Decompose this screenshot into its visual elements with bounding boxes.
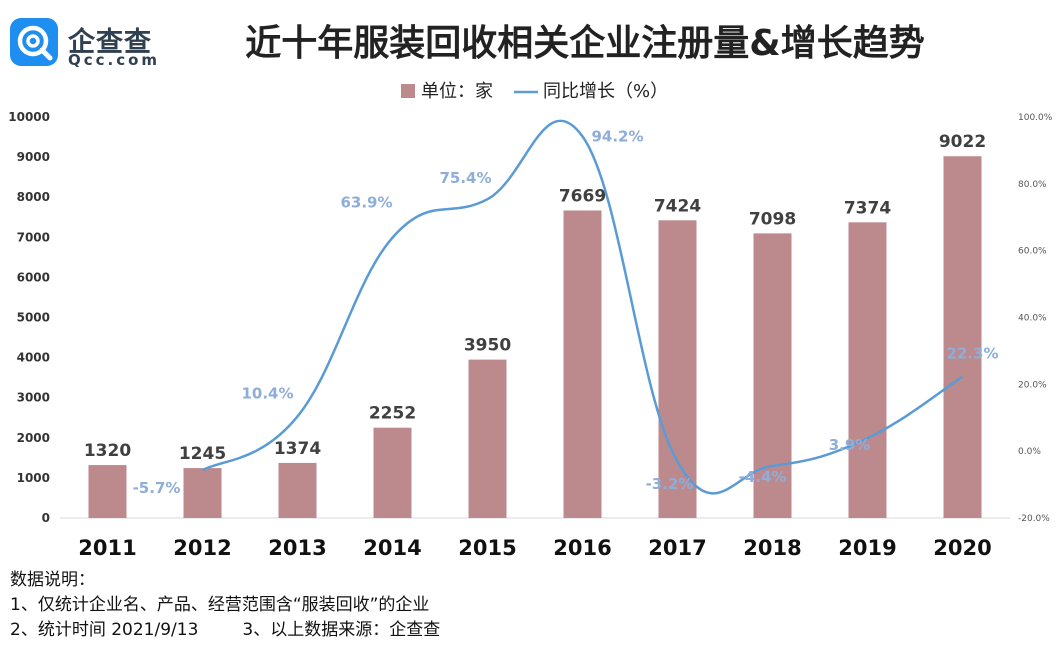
y-right-tick: 20.0% [1018,380,1047,390]
growth-value-label: 22.3% [946,345,998,363]
bar [468,359,507,518]
growth-line-series [201,119,964,495]
bar-series [88,156,982,519]
growth-value-label: 94.2% [591,127,643,145]
y-left-tick: 8000 [17,190,50,204]
x-tick-label: 2019 [838,536,896,560]
logo-text-en: Qcc.com [68,51,161,69]
bar [278,462,317,518]
data-notes: 数据说明： 1、仅统计企业名、产品、经营范围含“服装回收”的企业 2、统计时间 … [10,568,440,643]
bar-value-label: 1245 [179,444,226,464]
x-tick-label: 2012 [173,536,231,560]
y-left-tick: 2000 [17,431,50,445]
x-tick-label: 2017 [648,536,706,560]
bar [88,465,127,518]
bar-value-label: 3950 [464,336,511,356]
bar-value-label: 7669 [559,186,606,206]
bar [373,427,412,518]
y-left-tick: 1000 [17,471,50,485]
bar-labels: 1320 1245 1374 2252 3950 7669 7424 7098 7374 9022 [84,132,986,464]
x-tick-label: 2014 [363,536,421,560]
chart-axes: 0 1000 2000 3000 4000 5000 6000 7000 8000 9000 100… [8,110,1053,525]
y-left-tick: 5000 [17,311,50,325]
growth-labels: -5.7% 10.4% 63.9% 75.4% 94.2% -3.2% -4.4% 3.9% 2… [133,127,999,497]
y-right-tick: 60.0% [1018,247,1047,257]
chart-legend: 单位：家 同比增长（%） [401,81,668,102]
x-axis-ticks: 2011 2012 2013 2014 2015 2016 2017 2018 2019 2020 [78,536,991,560]
legend-line-label: 同比增长（%） [543,81,668,102]
y-left-tick: 0 [42,511,50,525]
y-left-tick: 4000 [17,351,50,365]
bar [183,468,222,518]
chart-title: 近十年服装回收相关企业注册量&增长趋势 [245,23,925,64]
bar [563,210,602,519]
legend-bar-label: 单位：家 [421,81,493,102]
y-right-tick: 0.0% [1018,447,1041,457]
qcc-logo: 企查查 Qcc.com [10,10,170,69]
growth-line [201,119,964,495]
x-tick-label: 2018 [743,536,801,560]
growth-value-label: 10.4% [241,384,293,402]
x-tick-label: 2013 [268,536,326,560]
notes-line-2: 2、统计时间 2021/9/13 3、以上数据来源：企查查 [10,618,440,643]
y-left-tick: 7000 [17,230,50,244]
y-left-tick: 9000 [17,150,50,164]
growth-value-label: -3.2% [646,475,694,493]
legend-bar-swatch [401,84,415,98]
bar [943,156,982,518]
logo-text-cn: 企查查 [68,27,152,58]
y-right-tick: 80.0% [1018,180,1047,190]
qcc-logo-icon [10,18,58,66]
notes-heading: 数据说明： [10,570,95,590]
y-left-tick: 6000 [17,270,50,284]
notes-line-2a: 2、统计时间 2021/9/13 [10,620,199,640]
growth-value-label: 3.9% [829,436,871,454]
growth-value-label: 63.9% [340,194,392,212]
bar [658,220,697,518]
growth-value-label: -5.7% [133,479,181,497]
bar-value-label: 7098 [749,209,796,229]
bar-value-label: 2252 [369,404,416,424]
bar-value-label: 1374 [274,439,321,459]
bar-value-label: 9022 [939,132,986,152]
notes-line-1: 1、仅统计企业名、产品、经营范围含“服装回收”的企业 [10,595,430,615]
y-right-tick: 40.0% [1018,314,1047,324]
y-right-tick: 100.0% [1018,113,1053,123]
x-tick-label: 2011 [78,536,136,560]
x-tick-label: 2015 [458,536,516,560]
x-tick-label: 2020 [933,536,991,560]
y-left-tick: 3000 [17,391,50,405]
bar-value-label: 7424 [654,196,701,216]
x-tick-label: 2016 [553,536,611,560]
y-left-tick: 10000 [8,110,50,124]
bar-value-label: 7374 [844,198,891,218]
bar-value-label: 1320 [84,441,131,461]
growth-value-label: 75.4% [439,169,491,187]
y-right-tick: -20.0% [1018,514,1050,524]
growth-value-label: -4.4% [739,468,787,486]
notes-line-2b: 3、以上数据来源：企查查 [242,620,441,640]
bar [848,222,887,518]
